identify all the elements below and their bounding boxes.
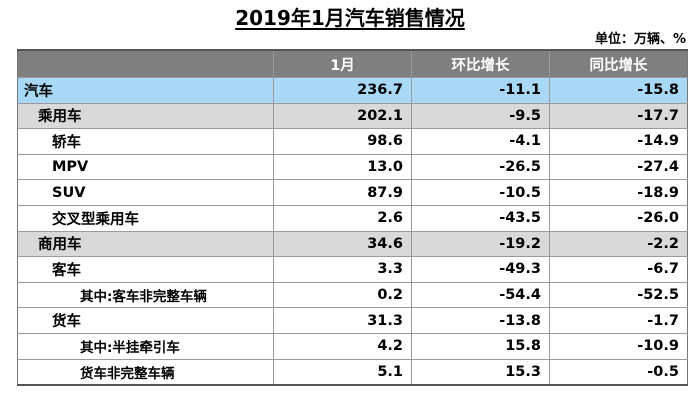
yoy-growth-value: -18.9 [549,179,688,206]
january-value: 0.2 [273,281,412,309]
mom-growth-value: -49.3 [411,256,550,283]
mom-growth-value: -13.8 [411,307,550,334]
header-mom-growth: 环比增长 [411,49,550,78]
mom-growth-value: -4.1 [411,128,550,155]
january-value: 31.3 [273,307,412,334]
table-row: 货车非完整车辆 5.1 15.3 -0.5 [17,358,688,387]
row-label: 乘用车 [38,109,82,126]
row-label: 轿车 [52,134,81,151]
yoy-growth-value: -15.8 [549,77,688,104]
table-row: 乘用车 202.1 -9.5 -17.7 [17,102,688,130]
row-label: 货车 [52,314,81,331]
row-label-cell: MPV [17,153,274,181]
sales-table: 1月 环比增长 同比增长 汽车 236.7 -11.1 -15.8 乘用车 202.1 -9… [17,49,688,387]
row-label: 其中:客车非完整车辆 [80,289,207,306]
table-title: 2019年1月汽车销售情况 [235,6,465,30]
row-label-cell: 交叉型乘用车 [17,204,274,232]
january-value: 13.0 [273,153,412,181]
row-label: MPV [52,159,89,176]
table-row: 其中:客车非完整车辆 0.2 -54.4 -52.5 [17,281,688,309]
mom-growth-value: -9.5 [411,102,550,130]
yoy-growth-value: -52.5 [549,281,688,309]
yoy-growth-value: -0.5 [549,358,688,387]
table-row: 其中:半挂牵引车 4.2 15.8 -10.9 [17,332,688,360]
january-value: 5.1 [273,358,412,387]
row-label-cell: 汽车 [17,77,274,104]
january-value: 34.6 [273,230,412,258]
row-label: SUV [52,184,86,201]
mom-growth-value: 15.8 [411,332,550,360]
january-value: 2.6 [273,204,412,232]
january-value: 236.7 [273,77,412,104]
table-row: 货车 31.3 -13.8 -1.7 [17,307,688,334]
table-row: 商用车 34.6 -19.2 -2.2 [17,230,688,258]
row-label: 交叉型乘用车 [52,211,139,228]
yoy-growth-value: -17.7 [549,102,688,130]
table-row: 交叉型乘用车 2.6 -43.5 -26.0 [17,204,688,232]
mom-growth-value: 15.3 [411,358,550,387]
mom-growth-value: -26.5 [411,153,550,181]
yoy-growth-value: -1.7 [549,307,688,334]
row-label: 货车非完整车辆 [80,365,175,382]
yoy-growth-value: -14.9 [549,128,688,155]
row-label-cell: 客车 [17,256,274,283]
mom-growth-value: -19.2 [411,230,550,258]
row-label: 商用车 [38,237,82,254]
unit-label: 单位：万辆、% [594,32,686,47]
mom-growth-value: -10.5 [411,179,550,206]
row-label: 汽车 [24,83,53,100]
row-label: 客车 [52,262,81,279]
january-value: 4.2 [273,332,412,360]
mom-growth-value: -11.1 [411,77,550,104]
january-value: 202.1 [273,102,412,130]
mom-growth-value: -54.4 [411,281,550,309]
january-value: 87.9 [273,179,412,206]
yoy-growth-value: -26.0 [549,204,688,232]
row-label-cell: 商用车 [17,230,274,258]
yoy-growth-value: -2.2 [549,230,688,258]
january-value: 98.6 [273,128,412,155]
row-label-cell: 其中:半挂牵引车 [17,332,274,360]
sales-table-body: 1月 环比增长 同比增长 汽车 236.7 -11.1 -15.8 乘用车 202.1 -9… [17,49,688,387]
row-label-cell: SUV [17,179,274,206]
row-label: 其中:半挂牵引车 [80,340,180,357]
header-blank [17,49,274,78]
table-row: 汽车 236.7 -11.1 -15.8 [17,77,688,104]
table-row: 轿车 98.6 -4.1 -14.9 [17,128,688,155]
row-label-cell: 货车非完整车辆 [17,358,274,387]
header-yoy-growth: 同比增长 [549,49,688,78]
row-label-cell: 轿车 [17,128,274,155]
yoy-growth-value: -6.7 [549,256,688,283]
table-row: MPV 13.0 -26.5 -27.4 [17,153,688,181]
table-row: 客车 3.3 -49.3 -6.7 [17,256,688,283]
row-label-cell: 乘用车 [17,102,274,130]
header-row: 1月 环比增长 同比增长 [17,49,688,78]
table-row: SUV 87.9 -10.5 -18.9 [17,179,688,206]
january-value: 3.3 [273,256,412,283]
yoy-growth-value: -10.9 [549,332,688,360]
mom-growth-value: -43.5 [411,204,550,232]
row-label-cell: 其中:客车非完整车辆 [17,281,274,309]
row-label-cell: 货车 [17,307,274,334]
yoy-growth-value: -27.4 [549,153,688,181]
header-january: 1月 [273,49,412,78]
